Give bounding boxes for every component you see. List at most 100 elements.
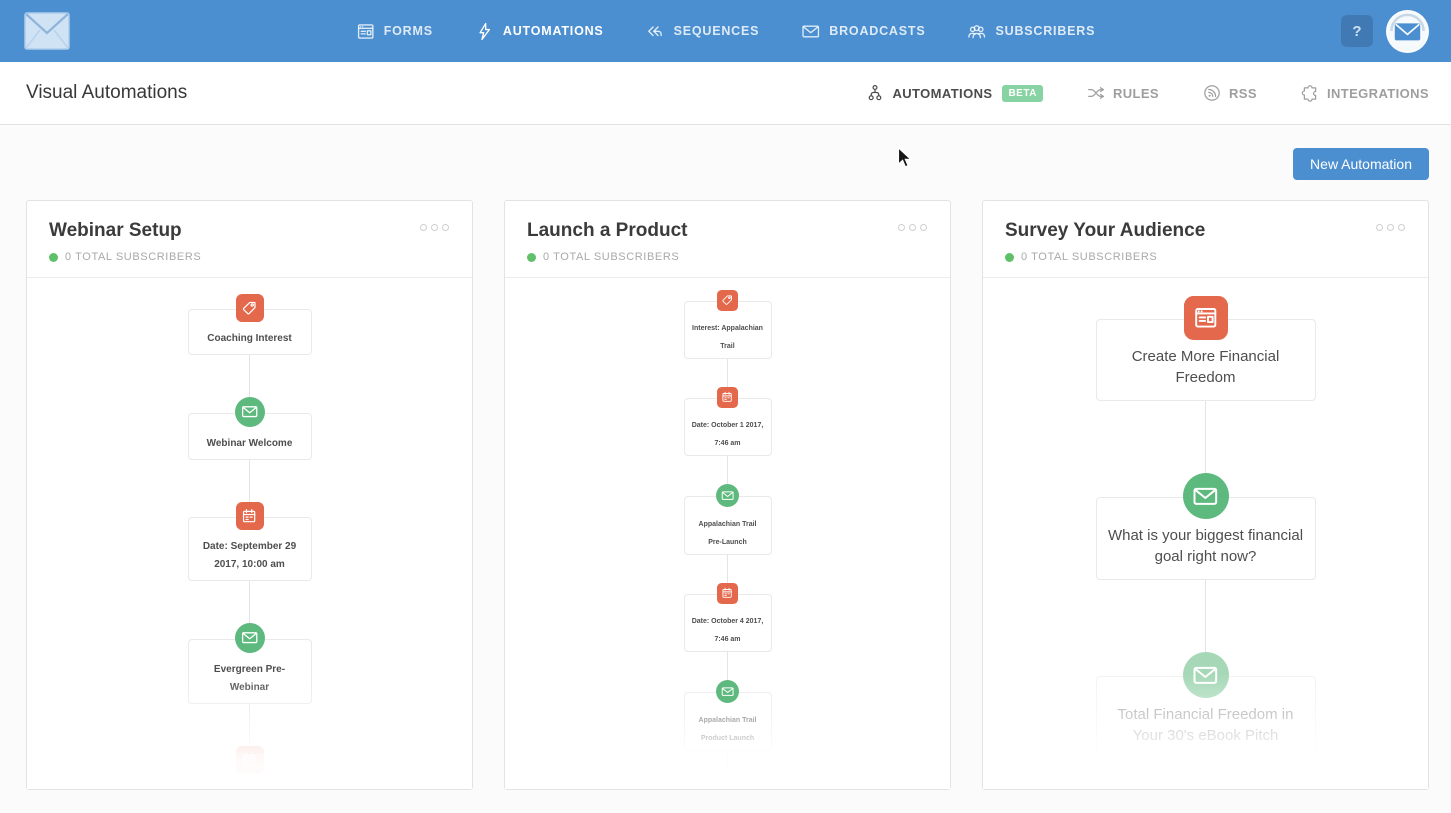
tab-rules[interactable]: RULES [1087,84,1159,102]
branch-connector [675,751,780,789]
flow-connector [727,652,728,680]
people-icon [967,22,986,41]
flow-icon [866,84,884,102]
envelope-icon [716,680,739,703]
calendar-icon [241,752,257,768]
nav-item-forms[interactable]: FORMS [356,22,433,41]
card-header: Webinar Setup 0 TOTAL SUBSCRIBERS [27,201,472,278]
subscriber-count-label: 0 TOTAL SUBSCRIBERS [65,251,201,263]
calendar-icon [717,583,738,604]
node-label: Webinar Welcome [207,438,293,449]
subscriber-count-label: 0 TOTAL SUBSCRIBERS [543,251,679,263]
card-header: Survey Your Audience 0 TOTAL SUBSCRIBERS [983,201,1428,278]
subscriber-status-dot [49,253,58,262]
automation-preview[interactable]: Interest: Appalachian Trail Date: October… [505,278,950,789]
automation-card[interactable]: Launch a Product 0 TOTAL SUBSCRIBERS Inter… [504,200,951,790]
avatar-envelope-icon [1388,11,1427,51]
envelope-icon [801,22,820,41]
tab-label: AUTOMATIONS [892,86,992,101]
nav-item-automations[interactable]: AUTOMATIONS [475,22,604,41]
node-label: Date: September 29 2017, 10:00 am [203,541,296,570]
node-label: Create More Financial Freedom [1132,348,1280,386]
envelope-icon [241,403,258,420]
puzzle-icon [1301,84,1319,102]
new-automation-button[interactable]: New Automation [1293,148,1429,180]
app-logo[interactable] [24,12,70,50]
node-label: What is your biggest financial goal righ… [1108,527,1303,565]
actions-toolbar: New Automation [26,148,1429,180]
subscriber-summary: 0 TOTAL SUBSCRIBERS [49,251,452,263]
node-label: Evergreen Pre-Webinar [214,664,285,693]
form-icon [356,22,375,41]
automation-node-date[interactable]: Date: September 12 2017, 1:31 pm [188,746,312,789]
automation-node-email[interactable]: Appalachian Trail Pre-Launch [684,484,772,555]
nav-item-subscribers[interactable]: SUBSCRIBERS [967,22,1095,41]
form-icon [1193,305,1219,331]
nav-item-label: BROADCASTS [829,24,925,38]
help-button[interactable]: ? [1341,15,1373,47]
envelope-icon [1192,662,1219,689]
envelope-icon [721,489,734,502]
envelope-icon [1183,652,1229,698]
card-header: Launch a Product 0 TOTAL SUBSCRIBERS [505,201,950,278]
secondary-nav: Visual Automations AUTOMATIONSBETARULESR… [0,62,1451,125]
automation-card[interactable]: Webinar Setup 0 TOTAL SUBSCRIBERS Coaching… [26,200,473,790]
card-menu-button[interactable] [1373,221,1408,234]
nav-item-sequences[interactable]: SEQUENCES [646,22,760,41]
calendar-icon [721,587,733,599]
card-menu-button[interactable] [417,221,452,234]
tag-icon [241,300,257,316]
automation-node-tag[interactable]: Interest: Appalachian Trail [684,290,772,359]
automation-node-date[interactable]: Date: October 1 2017, 7:46 am [684,387,772,456]
primary-nav: FORMS AUTOMATIONS SEQUENCES BROADCASTS SUBSC… [356,22,1096,41]
tab-integrations[interactable]: INTEGRATIONS [1301,84,1429,102]
calendar-icon [236,502,264,530]
avatar[interactable] [1386,10,1429,53]
card-title[interactable]: Survey Your Audience [1005,220,1408,242]
automation-node-email[interactable]: Appalachian Trail Product Launch [684,680,772,751]
subscriber-status-dot [527,253,536,262]
automation-node-date[interactable]: Date: September 29 2017, 10:00 am [188,502,312,581]
top-nav: FORMS AUTOMATIONS SEQUENCES BROADCASTS SUBSC… [0,0,1451,62]
tag-icon [721,294,733,306]
shuffle-icon [1087,84,1105,102]
flow-connector [249,355,250,397]
node-label: Appalachian Trail Pre-Launch [699,521,757,546]
tab-automations[interactable]: AUTOMATIONSBETA [866,84,1042,102]
nav-item-broadcasts[interactable]: BROADCASTS [801,22,925,41]
automation-card[interactable]: Survey Your Audience 0 TOTAL SUBSCRIBERS C… [982,200,1429,790]
node-label: Interest: Appalachian Trail [692,325,763,350]
node-label: Date: October 1 2017, 7:46 am [692,422,764,447]
automation-node-email[interactable]: Webinar Welcome [188,397,312,460]
automation-node-email[interactable]: What is your biggest financial goal righ… [1096,473,1316,580]
card-title[interactable]: Webinar Setup [49,220,452,242]
envelope-logo-icon [24,12,70,50]
automation-node-date[interactable]: Date: October 4 2017, 7:46 am [684,583,772,652]
nav-item-label: FORMS [384,24,433,38]
automation-node-email[interactable]: Total Financial Freedom in Your 30's eBo… [1096,652,1316,759]
automation-node-email[interactable]: Evergreen Pre-Webinar [188,623,312,704]
subscriber-summary: 0 TOTAL SUBSCRIBERS [1005,251,1408,263]
envelope-icon [716,484,739,507]
nav-right-cluster: ? [1341,0,1429,62]
envelope-icon [235,623,265,653]
automation-preview[interactable]: Coaching Interest Webinar Welcome Date: Se… [27,278,472,789]
tag-icon [717,290,738,311]
node-label: Coaching Interest [207,333,291,344]
subscriber-summary: 0 TOTAL SUBSCRIBERS [527,251,930,263]
card-title[interactable]: Launch a Product [527,220,930,242]
automation-node-tag[interactable]: Coaching Interest [188,294,312,355]
flow-connector [1205,401,1206,473]
card-menu-button[interactable] [895,221,930,234]
tab-label: INTEGRATIONS [1327,86,1429,101]
tab-rss[interactable]: RSS [1203,84,1257,102]
envelope-icon [721,685,734,698]
rss-icon [1203,84,1221,102]
automation-node-form[interactable]: Create More Financial Freedom [1096,296,1316,401]
calendar-icon [721,391,733,403]
nav-item-label: SEQUENCES [674,24,760,38]
flow-connector [249,460,250,502]
sequences-icon [646,22,665,41]
form-icon [1184,296,1228,340]
automation-preview[interactable]: Create More Financial Freedom What is you… [983,278,1428,789]
